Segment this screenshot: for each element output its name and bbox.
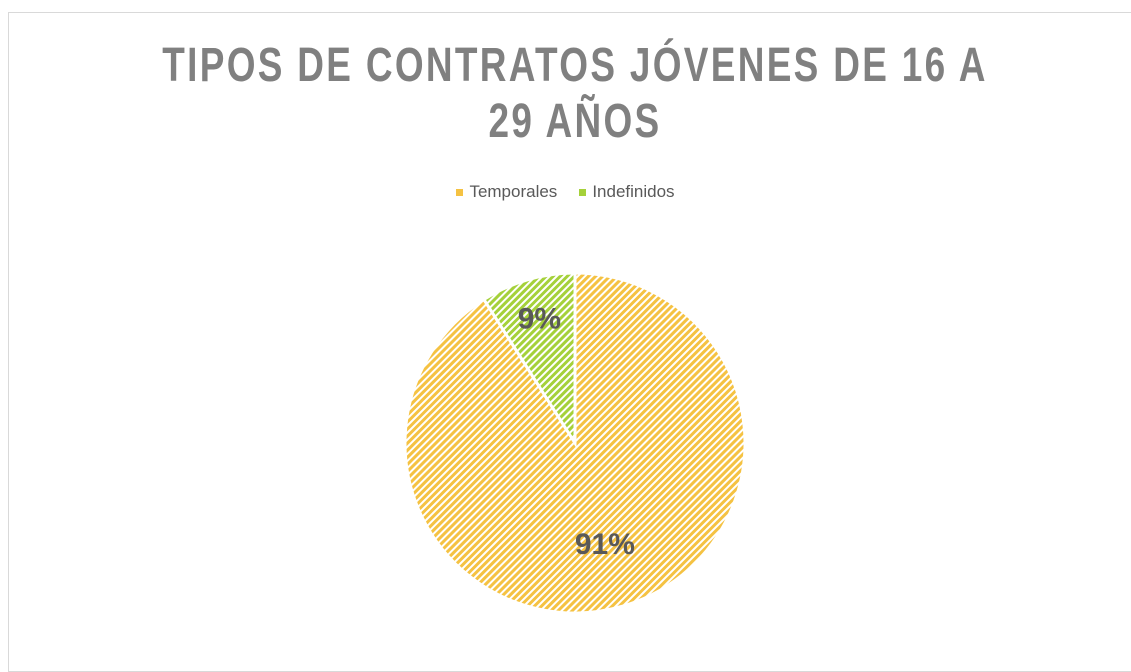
pie-slice: [403, 271, 747, 615]
legend-item: Temporales: [456, 182, 557, 202]
chart-title: TIPOS DE CONTRATOS JÓVENES DE 16 A 29 AÑ…: [162, 39, 988, 148]
legend-swatch: [579, 188, 587, 196]
data-label: 91%: [575, 528, 635, 561]
legend-label: Temporales: [469, 182, 558, 201]
legend-swatch: [456, 188, 464, 196]
legend-label: Indefinidos: [592, 182, 675, 201]
legend: Temporales Indefinidos: [0, 182, 1131, 202]
data-label: 9%: [518, 302, 561, 335]
legend-item: Indefinidos: [579, 182, 675, 202]
pie-slice: [481, 271, 577, 449]
